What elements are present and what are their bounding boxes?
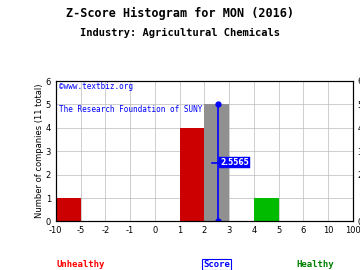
Y-axis label: Number of companies (11 total): Number of companies (11 total): [35, 84, 44, 218]
Text: The Research Foundation of SUNY: The Research Foundation of SUNY: [59, 105, 202, 114]
Bar: [204, 104, 229, 221]
Text: 2.5565: 2.5565: [220, 158, 249, 167]
Bar: [180, 128, 204, 221]
Text: Score: Score: [203, 260, 230, 269]
Text: ©www.textbiz.org: ©www.textbiz.org: [59, 82, 133, 92]
Text: Healthy: Healthy: [297, 260, 334, 269]
Text: Z-Score Histogram for MON (2016): Z-Score Histogram for MON (2016): [66, 7, 294, 20]
Bar: [254, 198, 279, 221]
Text: Unhealthy: Unhealthy: [57, 260, 105, 269]
Text: Industry: Agricultural Chemicals: Industry: Agricultural Chemicals: [80, 28, 280, 38]
Bar: [56, 198, 81, 221]
